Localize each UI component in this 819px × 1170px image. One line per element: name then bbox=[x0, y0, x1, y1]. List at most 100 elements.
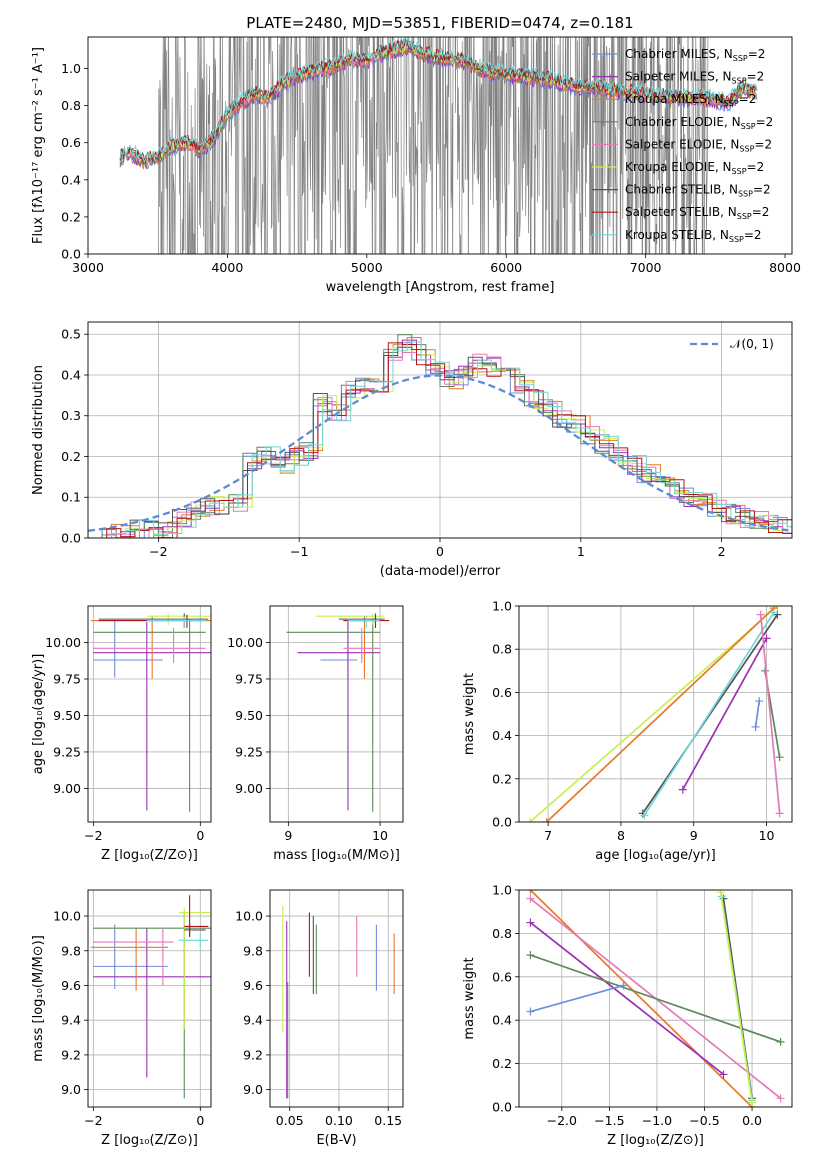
x-axis-label: mass [log₁₀(M/M⊙)] bbox=[273, 848, 400, 863]
y-tick-label: 1.0 bbox=[61, 61, 81, 76]
histogram-step bbox=[88, 346, 792, 538]
y-tick-label: 0.4 bbox=[492, 1013, 512, 1028]
observed-spectrum bbox=[158, 37, 709, 254]
series-marker bbox=[776, 1094, 785, 1103]
series-marker bbox=[755, 697, 764, 706]
y-tick-label: 9.50 bbox=[53, 708, 81, 723]
y-tick-label: 9.8 bbox=[61, 943, 81, 958]
axes-frame bbox=[87, 889, 212, 1108]
axes-frame bbox=[518, 605, 793, 823]
legend-label: Kroupa STELIB, NSSP=2 bbox=[625, 228, 762, 244]
y-tick-label: 0.2 bbox=[61, 209, 81, 224]
y-tick-label: 10.0 bbox=[235, 909, 263, 924]
x-tick-label: −1 bbox=[290, 544, 308, 559]
y-tick-label: 0.8 bbox=[492, 926, 512, 941]
x-axis-label: wavelength [Angstrom, rest frame] bbox=[326, 280, 555, 295]
legend-label: Salpeter MILES, NSSP=2 bbox=[625, 70, 764, 86]
series-line bbox=[529, 606, 778, 822]
x-tick-label: 0 bbox=[436, 544, 444, 559]
y-tick-label: 0.1 bbox=[61, 490, 81, 505]
y-tick-label: 0.3 bbox=[61, 408, 81, 423]
y-axis-label: mass [log₁₀(M/M⊙)] bbox=[31, 935, 46, 1062]
axes-frame bbox=[87, 36, 793, 255]
series-marker bbox=[525, 818, 534, 822]
x-axis-label: Z [log₁₀(Z/Z⊙)] bbox=[101, 1133, 198, 1148]
y-tick-label: 0.8 bbox=[492, 642, 512, 657]
series-line bbox=[530, 954, 781, 1043]
series-marker bbox=[748, 1098, 757, 1107]
x-tick-label: 2 bbox=[718, 544, 726, 559]
y-tick-label: 9.6 bbox=[61, 978, 81, 993]
chart-mass-vs-z: −2 0 9.0 9.2 9.4 9.6 9.8 10.0 Z [log₁₀(Z/Z⊙)] mas… bbox=[31, 889, 212, 1148]
series-line bbox=[719, 892, 753, 1103]
x-tick-label: −2 bbox=[149, 544, 167, 559]
chart-spectrum: 3000 4000 5000 6000 7000 8000 0.0 0.2 0.4 0.6 0.8 1… bbox=[31, 14, 801, 295]
y-tick-label: 9.75 bbox=[235, 671, 263, 686]
series-marker bbox=[756, 610, 765, 619]
legend-label: Salpeter ELODIE, NSSP=2 bbox=[625, 137, 772, 153]
series-line bbox=[529, 890, 753, 1107]
x-tick-label: 10 bbox=[372, 828, 388, 843]
x-tick-label: −2.0 bbox=[547, 1113, 577, 1128]
x-tick-label: 3000 bbox=[72, 260, 104, 275]
y-tick-label: 1.0 bbox=[492, 599, 512, 614]
y-tick-label: 0.2 bbox=[61, 449, 81, 464]
x-tick-label: 0 bbox=[196, 1113, 204, 1128]
legend-label: Chabrier STELIB, NSSP=2 bbox=[625, 183, 771, 199]
y-tick-label: 9.2 bbox=[61, 1047, 81, 1062]
series-line bbox=[754, 700, 761, 728]
histogram-step bbox=[92, 342, 792, 538]
x-tick-label: 0.05 bbox=[276, 1113, 304, 1128]
plot-area bbox=[519, 606, 792, 822]
axes-frame bbox=[518, 889, 793, 1108]
series-marker bbox=[619, 981, 628, 990]
y-tick-label: 9.4 bbox=[61, 1013, 81, 1028]
y-axis-label: mass weight bbox=[462, 957, 477, 1039]
series-line bbox=[643, 612, 775, 816]
y-tick-label: 9.25 bbox=[53, 744, 81, 759]
series-marker bbox=[751, 722, 760, 731]
y-tick-label: 0.6 bbox=[492, 969, 512, 984]
legend-label: Chabrier MILES, NSSP=2 bbox=[625, 47, 765, 63]
plot-area bbox=[519, 890, 792, 1107]
series-marker bbox=[769, 608, 778, 617]
axes-frame bbox=[269, 605, 404, 823]
x-axis-label: Z [log₁₀(Z/Z⊙)] bbox=[607, 1133, 704, 1148]
y-tick-label: 9.0 bbox=[61, 1082, 81, 1097]
y-tick-label: 0.5 bbox=[61, 327, 81, 342]
y-tick-label: 9.00 bbox=[235, 781, 263, 796]
chart-age-vs-z: −2 0 9.00 9.25 9.50 9.75 10.00 Z [log₁₀(Z/Z⊙)] a… bbox=[31, 605, 212, 863]
x-axis-label: E(B-V) bbox=[316, 1133, 356, 1148]
y-axis-label: Flux [fλ10⁻¹⁷ erg cm⁻² s⁻¹ A⁻¹] bbox=[31, 47, 46, 244]
series-marker bbox=[640, 811, 649, 820]
y-tick-label: 9.2 bbox=[243, 1047, 263, 1062]
y-tick-label: 9.6 bbox=[243, 978, 263, 993]
plot-area bbox=[270, 890, 403, 1107]
y-tick-label: 9.50 bbox=[235, 708, 263, 723]
chart-weight-vs-age: 7 8 9 10 0.0 0.2 0.4 0.6 0.8 1.0 age [log₁₀(age/yr… bbox=[462, 599, 793, 863]
x-axis-label: age [log₁₀(age/yr)] bbox=[595, 848, 716, 863]
y-tick-label: 0.8 bbox=[61, 98, 81, 113]
model-curve bbox=[119, 37, 758, 164]
series-marker bbox=[526, 1007, 535, 1016]
legend-label: Chabrier ELODIE, NSSP=2 bbox=[625, 115, 773, 131]
x-tick-label: 7000 bbox=[630, 260, 662, 275]
series-line bbox=[759, 614, 781, 814]
series-marker bbox=[719, 1070, 728, 1079]
series-marker bbox=[526, 890, 535, 894]
plot-area bbox=[119, 37, 758, 254]
y-axis-label: mass weight bbox=[462, 673, 477, 755]
plot-area bbox=[88, 606, 211, 822]
series-marker bbox=[526, 894, 535, 903]
y-tick-label: 10.00 bbox=[227, 635, 263, 650]
x-tick-label: 0.10 bbox=[325, 1113, 353, 1128]
y-tick-label: 9.75 bbox=[53, 671, 81, 686]
y-axis-label: Normed distribution bbox=[31, 365, 46, 495]
series-line bbox=[642, 614, 779, 814]
y-tick-label: 0.4 bbox=[61, 172, 81, 187]
series-marker bbox=[775, 809, 784, 818]
chart-weight-vs-z: −2.0 −1.5 −1.0 −0.5 0.0 0.0 0.2 0.4 0.6 0.8 1.0 Z [… bbox=[462, 883, 793, 1148]
legend-label: Kroupa MILES, NSSP=2 bbox=[625, 92, 756, 108]
legend-label: Salpeter STELIB, NSSP=2 bbox=[625, 205, 769, 221]
y-tick-label: 10.0 bbox=[53, 909, 81, 924]
